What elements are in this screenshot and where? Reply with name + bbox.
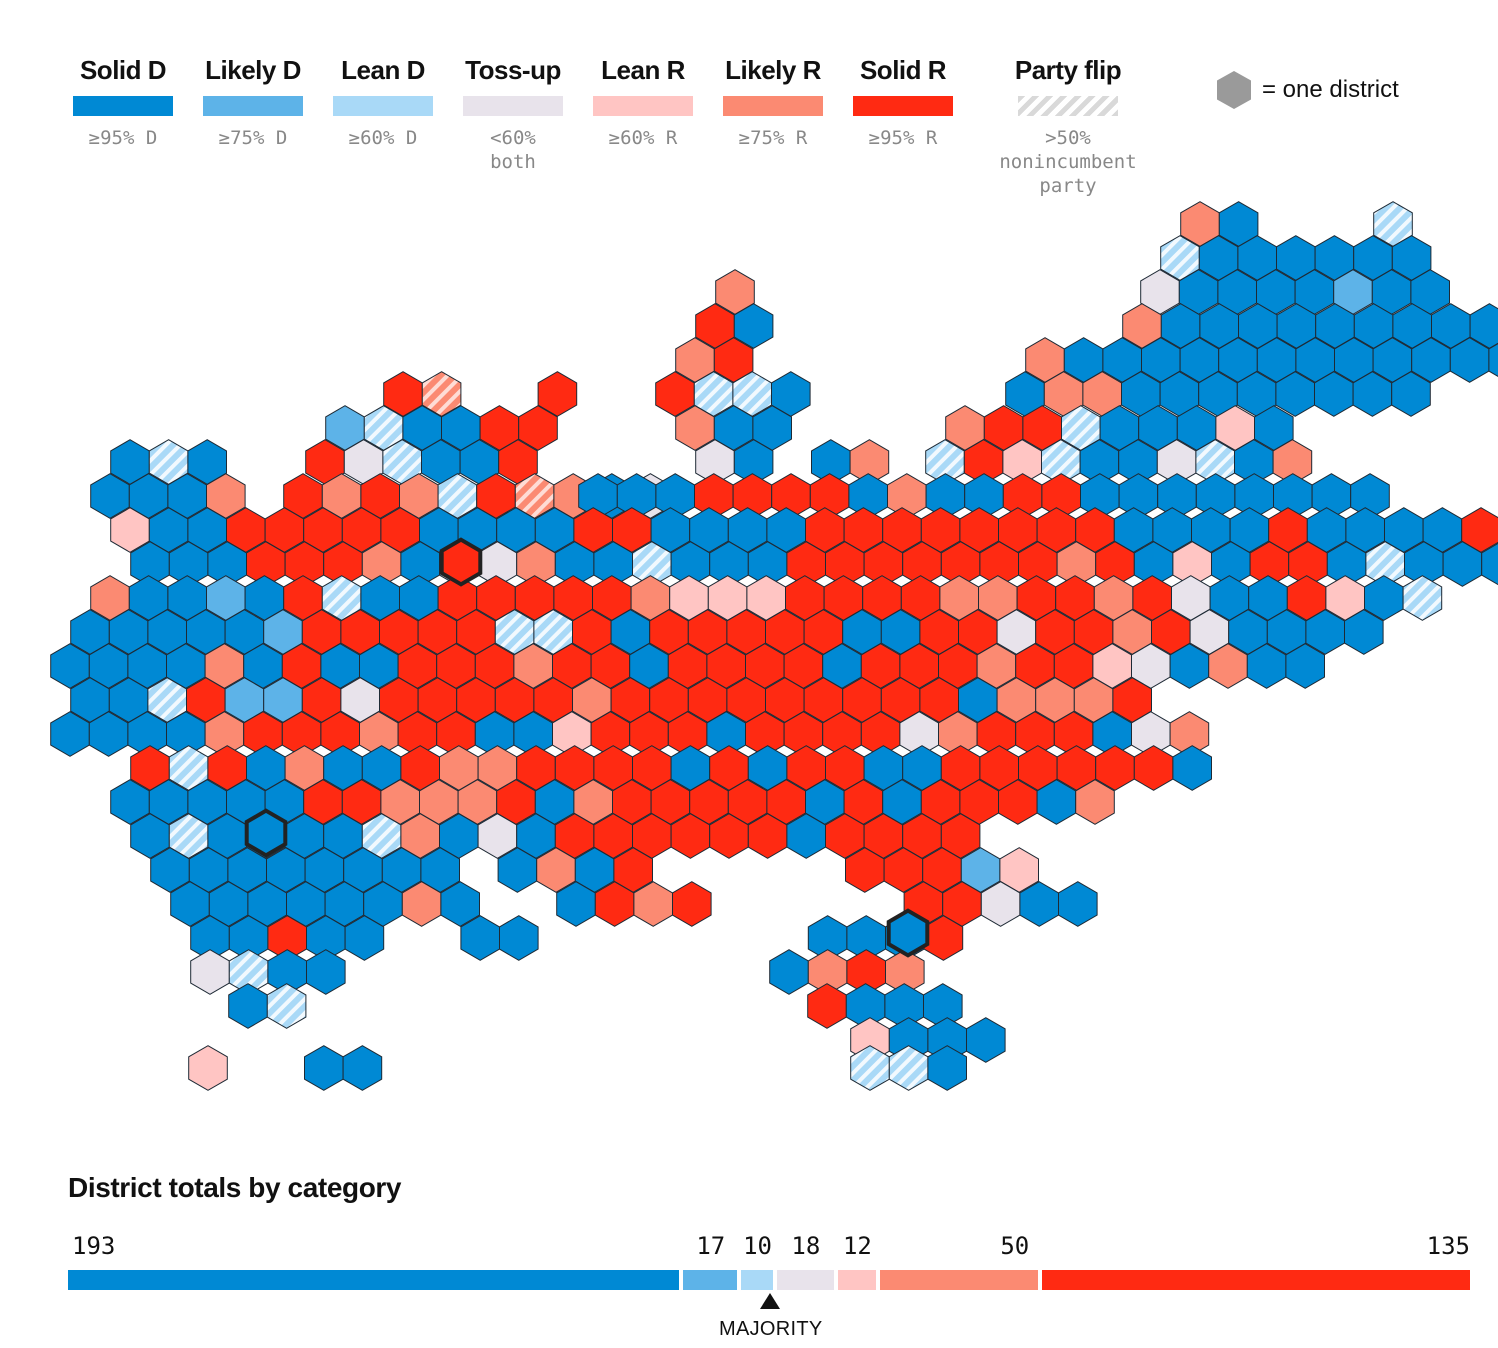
totals-title: District totals by category [68,1172,402,1203]
legend-range: ≥75% D [218,127,288,149]
legend-swatch [723,96,823,116]
legend-swatch [593,96,693,116]
legend-item-lean-d: Lean D ≥60% D [328,55,438,150]
one-district-label: = one district [1262,76,1399,103]
district-hexagon [733,303,774,349]
district-hexagon [1402,575,1443,621]
legend-title: Toss-up [465,55,561,85]
legend-range: ≥60% D [348,127,418,149]
district-hexagon [769,949,809,995]
district-hexagon [807,983,847,1029]
legend-title: Solid D [79,55,167,85]
legend-range: ≥75% R [738,127,808,149]
majority-label: MAJORITY [719,1318,823,1340]
totals-bar-segment [741,1270,773,1290]
district-hexagon [1481,542,1498,586]
totals-count-label: 12 [842,1232,872,1260]
district-hexagons [50,201,1498,1091]
legend-range: <60% both [490,127,536,173]
district-hexagon [304,1045,344,1091]
district-hexagon [190,949,230,995]
legend-swatch [853,96,953,116]
legend-title: Likely R [725,55,821,85]
totals-bar-segment [1042,1270,1470,1290]
hex-cartogram-map [50,201,1498,1091]
district-hexagon [1344,609,1384,655]
highlighted-district-hexagon [439,537,483,587]
district-hexagon [1488,343,1498,377]
legend-swatch [333,96,433,116]
legend-swatch [203,96,303,116]
district-hexagon [228,983,268,1029]
legend-swatch [463,96,563,116]
legend-item-lean-r: Lean R ≥60% R [588,55,698,150]
district-hexagon [306,949,346,995]
district-hexagon [499,915,539,961]
totals-bar-segment [68,1270,680,1290]
one-district-key: = one district [1216,70,1399,110]
district-hexagon [672,881,712,927]
highlighted-district-hexagon [886,908,930,958]
legend-range: ≥95% R [868,127,938,149]
legend-range: ≥60% R [608,127,678,149]
district-hexagon [1391,371,1431,417]
district-hexagon [537,371,578,417]
legend-swatch [73,96,173,116]
legend-title: Solid R [859,55,947,85]
totals-count-label: 50 [1000,1232,1030,1260]
totals-count-label: 135 [1426,1232,1470,1260]
totals-bar-segment [837,1270,876,1290]
legend-title: Lean D [341,55,425,85]
majority-arrow-icon [760,1293,780,1309]
district-hexagon [1133,745,1174,791]
district-hexagon [1075,779,1115,825]
legend-swatch-hatched [1018,96,1118,116]
hexagon-icon [1217,71,1251,109]
totals-bar-segment [776,1270,834,1290]
district-hexagon [1058,881,1098,927]
legend-title: Party flip [1014,55,1122,85]
legend-range: >50% nonincumbent party [999,127,1137,197]
legend-item-solid-d: Solid D ≥95% D [68,55,178,150]
legend-title: Likely D [205,55,301,85]
totals-count-label: 17 [696,1232,726,1260]
legend-item-party-flip: Party flip >50% nonincumbent party [998,55,1138,198]
legend-item-likely-r: Likely R ≥75% R [718,55,828,150]
highlighted-district-hexagon [244,808,288,858]
totals-count-label: 10 [743,1232,772,1260]
district-hexagon [266,983,307,1029]
district-hexagon [344,915,385,961]
legend-item-solid-r: Solid R ≥95% R [848,55,958,150]
district-hexagon [342,1045,383,1091]
district-hexagon [966,1017,1006,1063]
totals-bar-segment [683,1270,738,1290]
district-hexagon [440,881,480,927]
totals-bar-segment [879,1270,1039,1290]
legend-item-toss-up: Toss-up <60% both [458,55,568,174]
district-hexagon [188,1045,228,1091]
totals-count-label: 18 [791,1232,821,1260]
legend-item-likely-d: Likely D ≥75% D [198,55,308,150]
legend-range: ≥95% D [88,127,158,149]
totals-count-label: 193 [72,1232,116,1260]
district-hexagon [1172,745,1212,791]
district-hexagon [927,1045,967,1091]
legend-title: Lean R [601,55,685,85]
district-hexagon [518,405,558,451]
district-hexagon [1285,643,1325,689]
